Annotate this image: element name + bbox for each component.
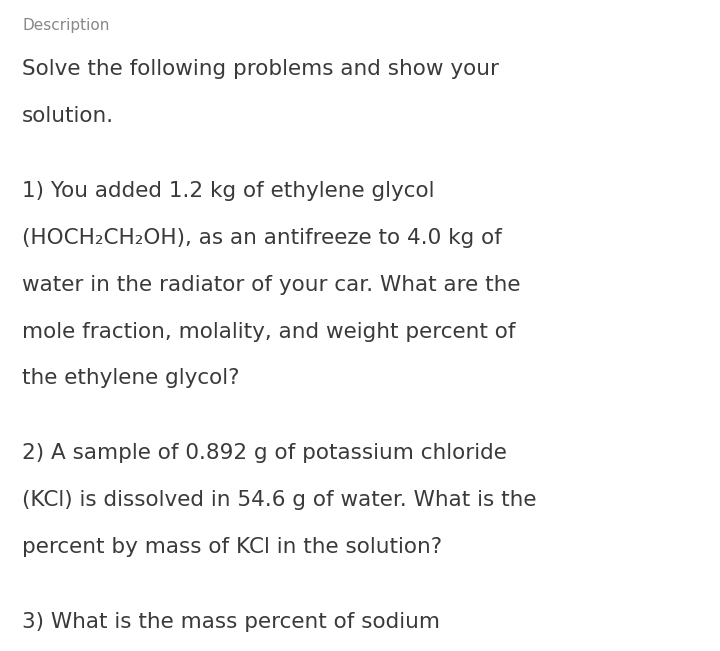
Text: 2) A sample of 0.892 g of potassium chloride: 2) A sample of 0.892 g of potassium chlo… xyxy=(22,443,507,464)
Text: (HOCH₂CH₂OH), as an antifreeze to 4.0 kg of: (HOCH₂CH₂OH), as an antifreeze to 4.0 kg… xyxy=(22,228,502,248)
Text: Solve the following problems and show your: Solve the following problems and show yo… xyxy=(22,59,499,79)
Text: mole fraction, molality, and weight percent of: mole fraction, molality, and weight perc… xyxy=(22,322,516,342)
Text: percent by mass of KCl in the solution?: percent by mass of KCl in the solution? xyxy=(22,537,442,557)
Text: (KCl) is dissolved in 54.6 g of water. What is the: (KCl) is dissolved in 54.6 g of water. W… xyxy=(22,490,536,510)
Text: 1) You added 1.2 kg of ethylene glycol: 1) You added 1.2 kg of ethylene glycol xyxy=(22,181,434,201)
Text: 3) What is the mass percent of sodium: 3) What is the mass percent of sodium xyxy=(22,612,440,632)
Text: solution.: solution. xyxy=(22,106,114,126)
Text: water in the radiator of your car. What are the: water in the radiator of your car. What … xyxy=(22,275,521,295)
Text: Description: Description xyxy=(22,18,109,33)
Text: the ethylene glycol?: the ethylene glycol? xyxy=(22,368,240,389)
